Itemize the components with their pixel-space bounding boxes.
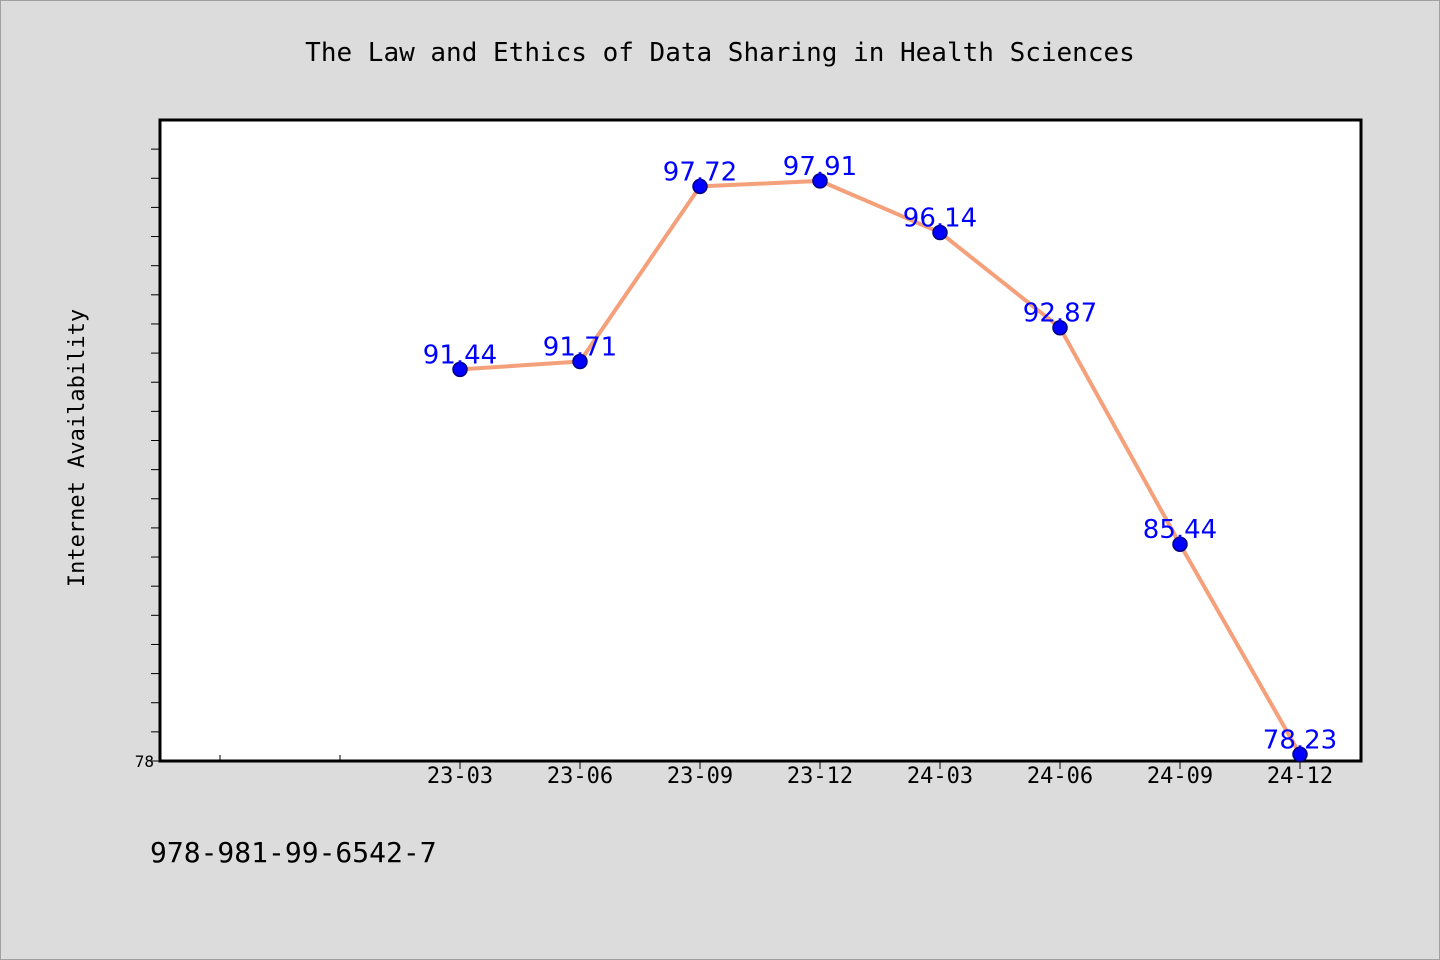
data-point — [1292, 746, 1308, 763]
data-label: 91.71 — [543, 333, 617, 363]
data-label: 91.44 — [423, 340, 497, 370]
data-point — [452, 361, 468, 378]
data-point — [1052, 319, 1068, 336]
isbn-footer: 978-981-99-6542-7 — [150, 836, 437, 869]
x-tick-label: 23-06 — [547, 764, 613, 789]
x-tick-label: 23-03 — [427, 764, 493, 789]
data-point — [692, 178, 708, 195]
data-point — [572, 353, 588, 370]
data-label: 97.91 — [783, 152, 857, 182]
data-point — [1172, 536, 1188, 552]
data-label: 78.23 — [1263, 725, 1337, 755]
x-tick-label: 24-03 — [907, 764, 973, 789]
x-tick-label: 24-09 — [1147, 764, 1213, 789]
data-label: 97.72 — [663, 157, 737, 187]
data-label: 92.87 — [1023, 299, 1097, 329]
x-tick-label: 24-12 — [1267, 764, 1333, 789]
y-axis-label: Internet Availability — [65, 309, 90, 587]
plot-area — [158, 118, 1363, 763]
x-axis-ticks: 23-03 23-06 23-09 23-12 24-03 24-06 24-09 24-12 — [219, 755, 1333, 789]
x-tick-label: 23-12 — [787, 764, 853, 789]
y-axis-ticks: 78 — [135, 148, 160, 771]
data-point — [932, 224, 948, 241]
chart-title: The Law and Ethics of Data Sharing in He… — [305, 38, 1135, 68]
x-tick-label: 23-09 — [667, 764, 733, 789]
y-tick-label: 78 — [135, 752, 154, 771]
series-line — [459, 178, 1302, 756]
data-label: 96.14 — [903, 203, 977, 233]
data-point — [812, 173, 828, 189]
data-label: 85.44 — [1143, 515, 1217, 545]
x-tick-label: 24-06 — [1027, 764, 1093, 789]
series-layer: 91.44 91.71 97.72 97.91 96.14 92.87 85.44 78.23 — [423, 152, 1337, 763]
